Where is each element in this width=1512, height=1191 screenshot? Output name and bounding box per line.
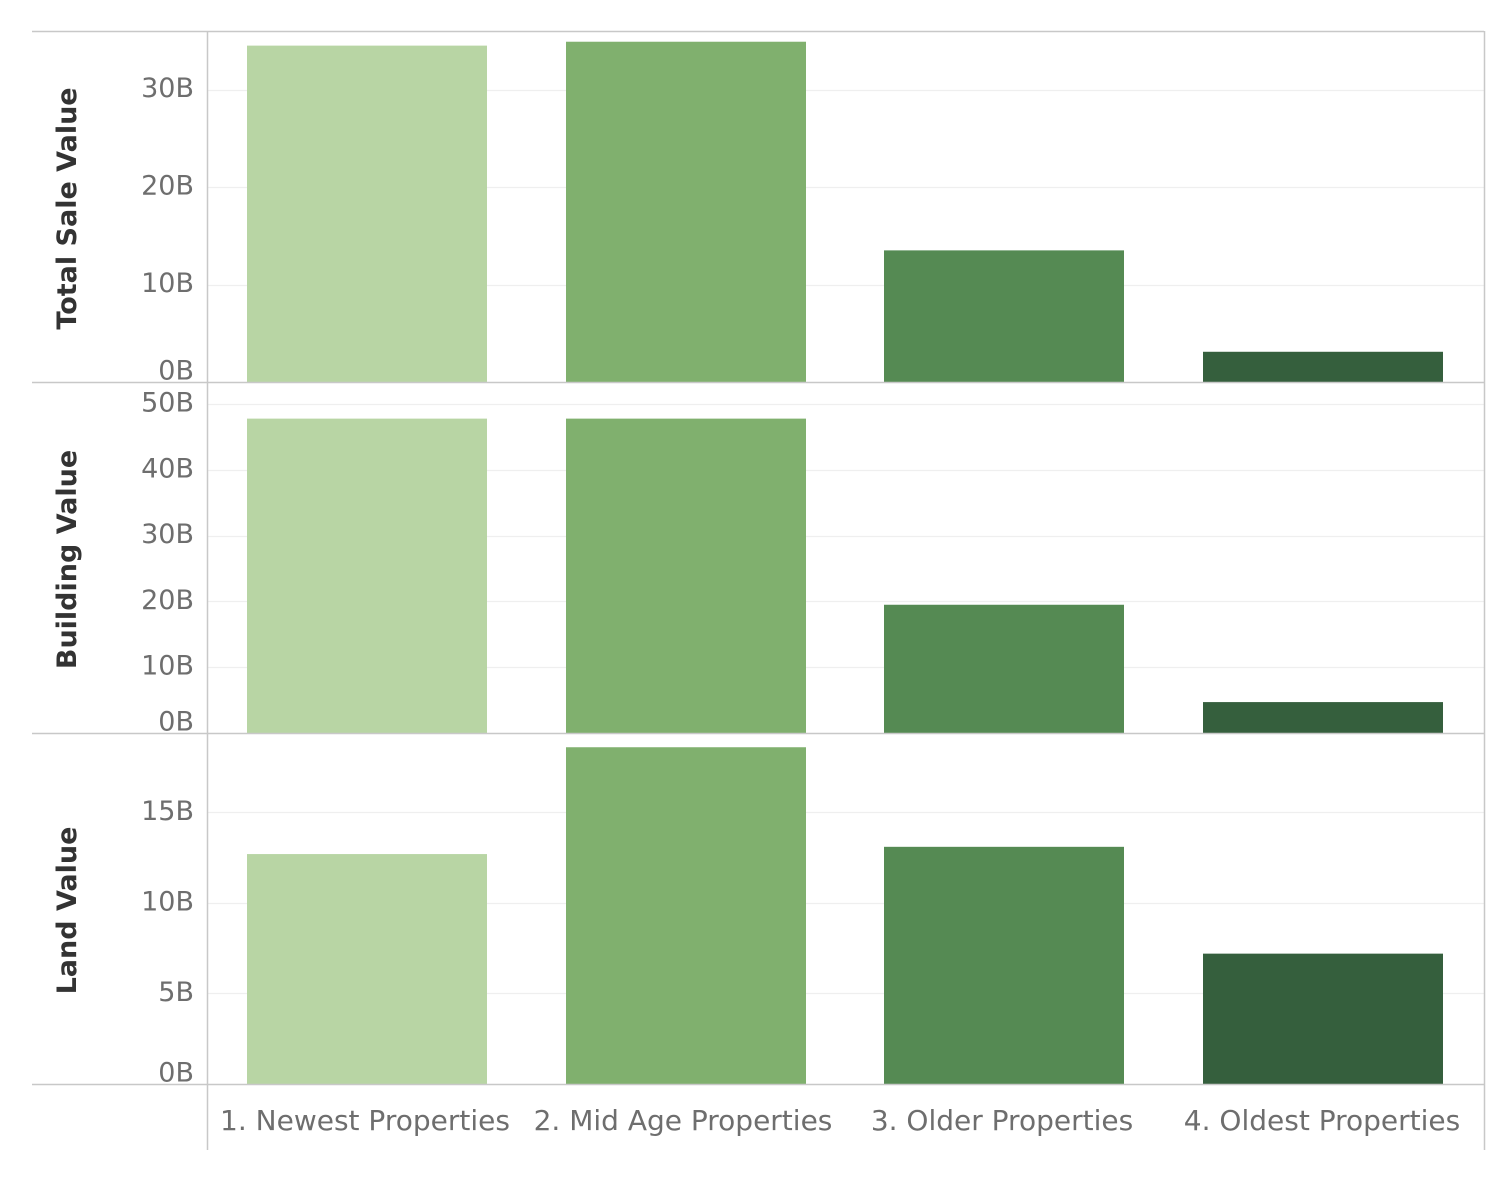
bar-3-3 bbox=[884, 846, 1124, 1084]
y-tick-label: 10B bbox=[141, 268, 194, 299]
x-category-label: 4. Oldest Properties bbox=[1184, 1104, 1460, 1137]
bar-1-1 bbox=[247, 45, 487, 382]
y-tick-label: 40B bbox=[141, 453, 194, 484]
y-tick-label: 20B bbox=[141, 585, 194, 616]
bar-2-3 bbox=[884, 604, 1124, 733]
y-axis-title: Building Value bbox=[52, 450, 83, 669]
x-category-label: 3. Older Properties bbox=[871, 1104, 1133, 1137]
y-tick-label: 0B bbox=[158, 1058, 194, 1089]
bar-2-1 bbox=[247, 418, 487, 733]
y-tick-label: 0B bbox=[158, 356, 194, 387]
bar-1-2 bbox=[566, 41, 806, 382]
y-tick-label: 10B bbox=[141, 651, 194, 682]
bar-2-2 bbox=[566, 418, 806, 733]
y-tick-label: 20B bbox=[141, 171, 194, 202]
y-tick-label: 5B bbox=[158, 977, 194, 1008]
y-tick-label: 15B bbox=[141, 796, 194, 827]
bar-3-1 bbox=[247, 854, 487, 1084]
bar-3-2 bbox=[566, 747, 806, 1084]
bar-1-3 bbox=[884, 250, 1124, 382]
x-category-label: 2. Mid Age Properties bbox=[534, 1104, 833, 1137]
bar-1-4 bbox=[1203, 351, 1443, 382]
y-axis-title: Total Sale Value bbox=[52, 87, 83, 329]
y-tick-label: 10B bbox=[141, 886, 194, 917]
bar-3-4 bbox=[1203, 953, 1443, 1084]
y-tick-label: 30B bbox=[141, 519, 194, 550]
y-axis-title: Land Value bbox=[52, 827, 83, 995]
x-category-label: 1. Newest Properties bbox=[220, 1104, 510, 1137]
y-tick-label: 0B bbox=[158, 707, 194, 738]
bar-2-4 bbox=[1203, 702, 1443, 733]
y-tick-label: 50B bbox=[141, 388, 194, 419]
y-tick-label: 30B bbox=[141, 73, 194, 104]
